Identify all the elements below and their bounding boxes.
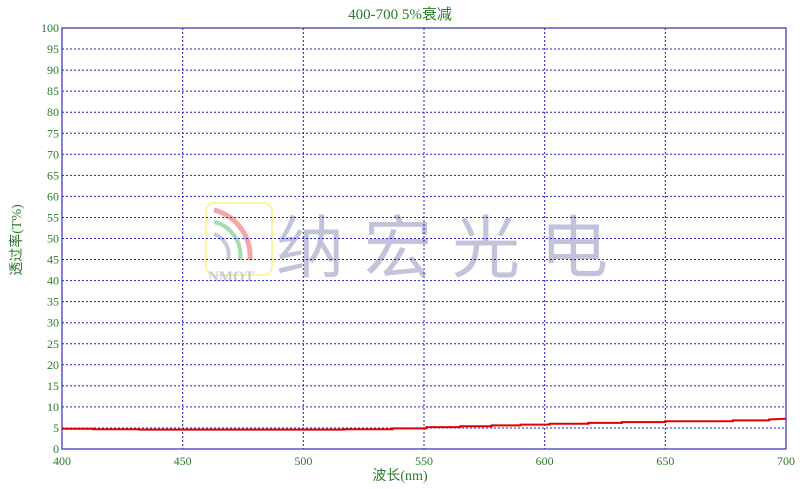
y-tick-label: 95 [47, 42, 59, 56]
y-tick-label: 85 [47, 84, 59, 98]
watermark-logo-arc-green [213, 220, 243, 261]
y-tick-label: 70 [47, 147, 59, 161]
series-line-0 [62, 417, 787, 431]
y-tick-label: 55 [47, 210, 59, 224]
y-tick-label: 90 [47, 63, 59, 77]
y-tick-label: 10 [47, 400, 59, 414]
y-tick-label: 40 [47, 274, 59, 288]
y-tick-label: 45 [47, 253, 59, 267]
y-tick-label: 100 [41, 21, 59, 35]
chart-title: 400-700 5%衰减 [348, 6, 452, 23]
y-tick-label: 30 [47, 316, 59, 330]
y-tick-label: 60 [47, 189, 59, 203]
y-axis-label: 透过率(T%) [8, 204, 25, 276]
x-axis-label: 波长(nm) [372, 468, 428, 484]
y-tick-label: 0 [53, 442, 59, 456]
plot-frame [61, 27, 787, 450]
x-tick-label: 600 [536, 454, 554, 468]
y-tick-label: 5 [53, 421, 59, 435]
x-tick-label: 450 [174, 454, 192, 468]
y-tick-label: 35 [47, 295, 59, 309]
y-tick-label: 65 [47, 168, 59, 182]
x-tick-label: 400 [53, 454, 71, 468]
watermark-logo-text: NMOT [208, 269, 255, 285]
x-tick-label: 550 [415, 454, 433, 468]
watermark-text: 纳宏光电 [276, 210, 628, 289]
x-tick-label: 700 [777, 454, 795, 468]
x-tick-label: 500 [294, 454, 312, 468]
y-tick-label: 15 [47, 379, 59, 393]
y-tick-label: 25 [47, 337, 59, 351]
watermark-logo-arc-gray [213, 232, 231, 261]
y-tick-label: 80 [47, 105, 59, 119]
y-tick-label: 50 [47, 232, 59, 246]
y-tick-label: 20 [47, 358, 59, 372]
x-tick-label: 650 [656, 454, 674, 468]
y-tick-label: 75 [47, 126, 59, 140]
watermark-logo-arc-red [213, 207, 253, 261]
